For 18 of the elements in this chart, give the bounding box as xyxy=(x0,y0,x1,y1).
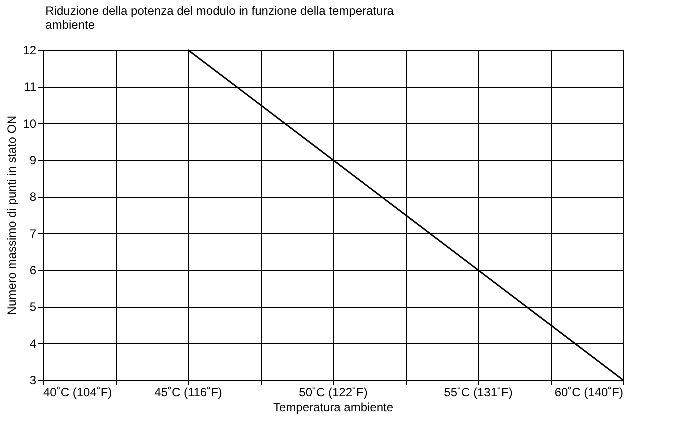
y-tick-label: 6 xyxy=(30,264,37,278)
y-axis-title: Numero massimo di punti in stato ON xyxy=(5,116,20,316)
x-tick-label: 60˚C (140˚F) xyxy=(554,386,624,400)
y-tick-label: 3 xyxy=(30,374,37,388)
y-tick-label: 11 xyxy=(24,80,37,94)
y-tick-label: 10 xyxy=(23,116,37,131)
y-tick-label: 8 xyxy=(30,190,37,204)
chart-title: Riduzione della potenza del modulo in funzione della temperatura ambiente xyxy=(46,4,394,32)
y-tick-label: 12 xyxy=(23,44,37,58)
y-tick-label: 7 xyxy=(30,226,37,241)
x-tick-label: 45˚C (116˚F) xyxy=(154,386,222,400)
x-tick-label: 50˚C (122˚F) xyxy=(299,386,368,400)
x-axis-title: Temperatura ambiente xyxy=(273,400,394,414)
x-tick-label: 55˚C (131˚F) xyxy=(444,386,513,400)
x-tick-label: 40˚C (104˚F) xyxy=(44,386,112,400)
y-tick-label: 5 xyxy=(30,300,37,314)
y-tick-label: 4 xyxy=(30,336,37,351)
y-tick-label: 9 xyxy=(30,154,37,168)
